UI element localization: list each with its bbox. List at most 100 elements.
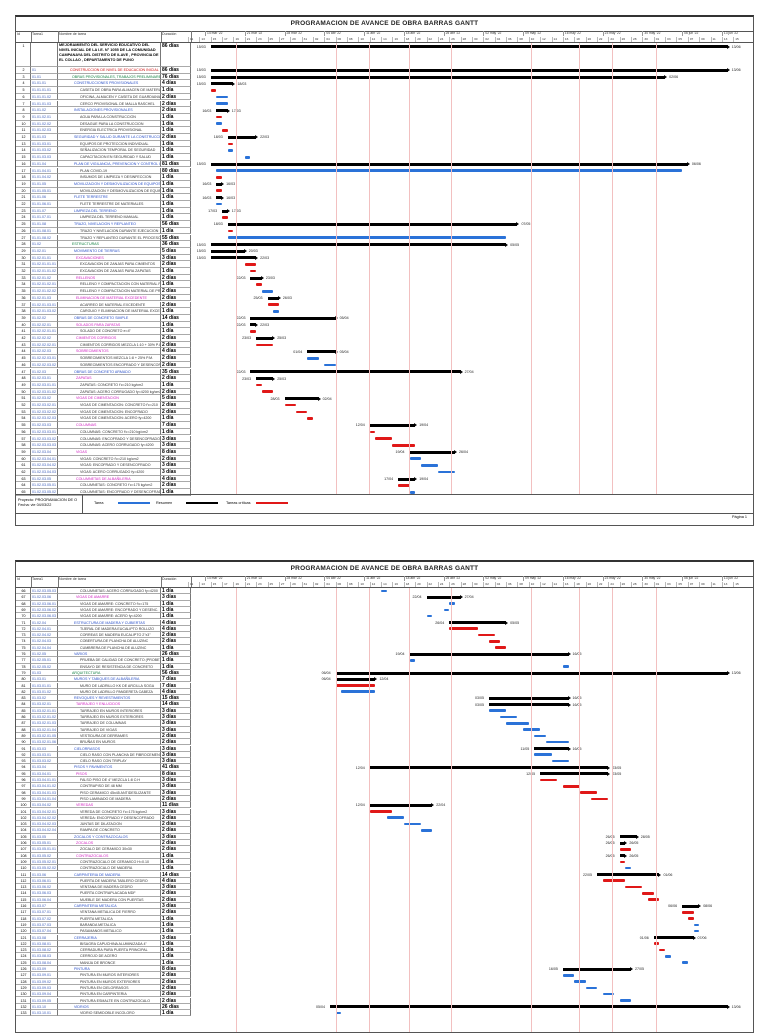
task-row[interactable]: 68 01.02.03.06.01 VIGAS DE AMARRE: CONCRET… [16,600,753,607]
task-row[interactable]: 66 01.02.03.05.03 COLUMNETAS: ACERO CORRUG… [16,588,753,595]
task-row[interactable]: 107 01.03.05.01.01 ZOCALO DE CERAMICO 30x3… [16,846,753,853]
task-row[interactable]: 84 01.03.02.01 TARRAJEO Y ENLUCIDOS 14 días… [16,701,753,708]
task-row[interactable]: 117 01.03.07.01 VENTANA METALICA DE FIERRO… [16,909,753,916]
task-bar[interactable] [489,709,507,712]
critical-task-bar[interactable] [398,484,410,487]
task-row[interactable]: 53 01.02.03.02.02 VIGAS DE CIMENTACION: EN… [16,408,753,416]
summary-bar[interactable] [369,423,418,428]
task-row[interactable]: 76 01.02.05 VARIOS 26 días 19/04 16/05 [16,651,753,658]
task-row[interactable]: 87 01.03.02.01.03 TARRAJEO DE COLUMNAS 3 dí… [16,720,753,727]
task-bar[interactable] [619,999,632,1002]
task-row[interactable]: 111 01.03.06 CARPINTERIA DE MADERA 14 días 2… [16,871,753,878]
summary-bar[interactable] [619,834,639,839]
critical-task-bar[interactable] [369,430,376,434]
critical-task-bar[interactable] [642,892,654,895]
task-bar[interactable] [335,1011,342,1015]
task-row[interactable]: 125 01.03.08.04 MANIJA DE BRONCE 1 día [16,959,753,966]
summary-bar[interactable] [256,336,276,341]
summary-bar[interactable] [619,841,627,846]
critical-task-bar[interactable] [682,910,694,914]
task-row[interactable]: 40 01.02.02.01 SOLADOS PARA ZAPATAS 1 día 22… [16,321,753,329]
task-bar[interactable] [665,955,671,958]
summary-bar[interactable] [210,68,730,73]
summary-bar[interactable] [562,967,634,972]
critical-task-bar[interactable] [216,189,223,193]
summary-bar[interactable] [653,935,696,940]
task-row[interactable]: 1 MEJORAMIENTO DEL SERVICIO EDUCATIVO DEL… [16,43,753,67]
task-row[interactable]: 113 01.03.06.02 VENTANA DE MADERA CEDRO 3 d… [16,884,753,891]
summary-bar[interactable] [250,369,463,374]
task-row[interactable]: 58 01.02.03.03.03 COLUMNAS: ACERO CORRUGAD… [16,442,753,449]
task-bar[interactable] [403,822,421,826]
task-bar[interactable] [602,992,614,996]
task-bar[interactable] [437,470,455,474]
critical-task-bar[interactable] [307,417,313,420]
task-row[interactable]: 115 01.03.06.04 MUEBLE DE MADERA CON PUERT… [16,896,753,903]
task-row[interactable]: 119 01.03.07.03 BARANDA METALICA 1 día [16,921,753,929]
task-row[interactable]: 29 01.02.01 MOVIMIENTO DE TIERRAS 5 días 15/… [16,247,753,255]
task-row[interactable]: 98 01.03.04.01.03 PISO CERAMICO 45x45 ANTI… [16,789,753,796]
task-row[interactable]: 44 01.02.02.03 SOBRECIMIENTOS 4 días 01/04 05… [16,348,753,356]
task-row[interactable]: 102 01.03.04.02.02 VEREDA: ENCOFRADO Y DES… [16,814,753,822]
task-row[interactable]: 5 01.01.01.01 CASETA DE OBRA PARA ALMACEN … [16,87,753,94]
task-row[interactable]: 19 01.01.05 MOVILIZACION Y DESMOVILIZACION… [16,180,753,188]
task-bar[interactable] [562,973,575,977]
task-row[interactable]: 121 01.03.08 CERRAJERIA 3 días 01/06 07/06 [16,934,753,941]
task-row[interactable]: 28 01.02 ESTRUCTURAS 36 días 15/03 05/05 [16,241,753,248]
critical-task-bar[interactable] [602,879,626,883]
summary-bar[interactable] [210,255,259,260]
task-row[interactable]: 89 01.03.02.01.05 VESTIDURA DE DERRAMES 2 d… [16,732,753,740]
critical-task-bar[interactable] [284,403,296,407]
summary-bar[interactable] [284,396,321,401]
task-row[interactable]: 49 01.02.03.01.01 ZAPATAS: CONCRETO f'c=21… [16,381,753,389]
task-row[interactable]: 71 01.02.04 ESTRUCTURA DE MADERA Y CUBIERT… [16,619,753,626]
task-row[interactable]: 86 01.03.02.01.02 TARRAJEO EN MUROS EXTERI… [16,714,753,721]
task-row[interactable]: 81 01.03.01.01 MURO DE LADRILLO KK DE ARCI… [16,682,753,689]
summary-bar[interactable] [250,322,258,327]
task-row[interactable]: 21 01.01.06 FLETE TERRESTRE 1 día 16/03 16/03 [16,194,753,201]
task-row[interactable]: 23 01.01.07 LIMPIEZA DEL TERRENO 1 día 17/03… [16,207,753,215]
task-row[interactable]: 131 01.03.09.05 PINTURA ESMALTE EN CONTRAZ… [16,997,753,1004]
summary-bar[interactable] [409,652,571,657]
task-row[interactable]: 63 01.02.03.05 COLUMNETAS DE ALBAÑILERIA 4 … [16,475,753,483]
task-row[interactable]: 30 01.02.01.01 EXCAVACIONES 3 días 15/03 22/0… [16,254,753,262]
critical-task-bar[interactable] [625,885,643,889]
task-bar[interactable] [545,740,569,744]
task-row[interactable]: 74 01.02.04.03 COBERTURA DE PLANCHA DE ALU… [16,638,753,645]
summary-bar[interactable] [449,620,508,625]
task-row[interactable]: 96 01.03.04.01.01 FALSO PISO DE 4" MEZCLA … [16,777,753,784]
task-row[interactable]: 83 01.03.02 REVOQUES Y REVESTIMIENTOS 15 dí… [16,695,753,702]
task-row[interactable]: 103 01.03.04.02.03 JUNTAS DE DILATACION 2 d… [16,821,753,828]
task-row[interactable]: 78 01.02.05.02 ENSAYO DE RESISTENCIA DE CO… [16,663,753,670]
task-row[interactable]: 109 01.03.05.02.01 CONTRAZOCALO DE CERAMIC… [16,858,753,866]
task-row[interactable]: 57 01.02.03.03.02 COLUMNAS: ENCOFRADO Y DE… [16,435,753,443]
task-row[interactable]: 36 01.02.01.03 ELIMINACION DE MATERIAL EXC… [16,294,753,302]
task-row[interactable]: 108 01.03.05.02 CONTRAZOCALOS 1 día 26/05 26/… [16,852,753,859]
summary-bar[interactable] [210,75,668,80]
task-bar[interactable] [534,753,552,757]
task-row[interactable]: 34 01.02.01.02.01 RELLENO Y COMPACTACION C… [16,281,753,289]
task-row[interactable]: 9 01.01.02.01 AGUA PARA LA CONSTRUCCION 1 d… [16,113,753,121]
task-row[interactable]: 26 01.01.08.01 TRAZO Y NIVELACION DURANTE … [16,227,753,235]
task-row[interactable]: 91 01.03.03 CIELORRASOS 3 días 11/05 16/05 [16,745,753,752]
task-row[interactable]: 25 01.01.08 TRAZO, NIVELACION Y REPLANTEO 5… [16,221,753,228]
summary-bar[interactable] [540,771,611,776]
task-row[interactable]: 105 01.03.05 ZOCALOS Y CONTRAZOCALOS 3 días… [16,833,753,840]
critical-task-bar[interactable] [489,640,501,643]
task-row[interactable]: 110 01.03.05.02.02 CONTRAZOCALO DE MADERA 1… [16,865,753,872]
summary-bar[interactable] [210,242,509,247]
summary-bar[interactable] [222,209,230,214]
task-row[interactable]: 120 01.03.07.04 PASAMANOS METALICO 1 día [16,928,753,935]
critical-task-bar[interactable] [375,437,393,440]
critical-task-bar[interactable] [369,810,393,813]
summary-bar[interactable] [210,249,247,254]
task-bar[interactable] [386,816,404,820]
critical-task-bar[interactable] [222,216,228,219]
task-bar[interactable] [409,457,421,461]
summary-bar[interactable] [210,81,236,86]
summary-bar[interactable] [426,595,463,600]
summary-bar[interactable] [210,44,730,49]
task-bar[interactable] [216,102,228,105]
summary-bar[interactable] [489,696,571,701]
